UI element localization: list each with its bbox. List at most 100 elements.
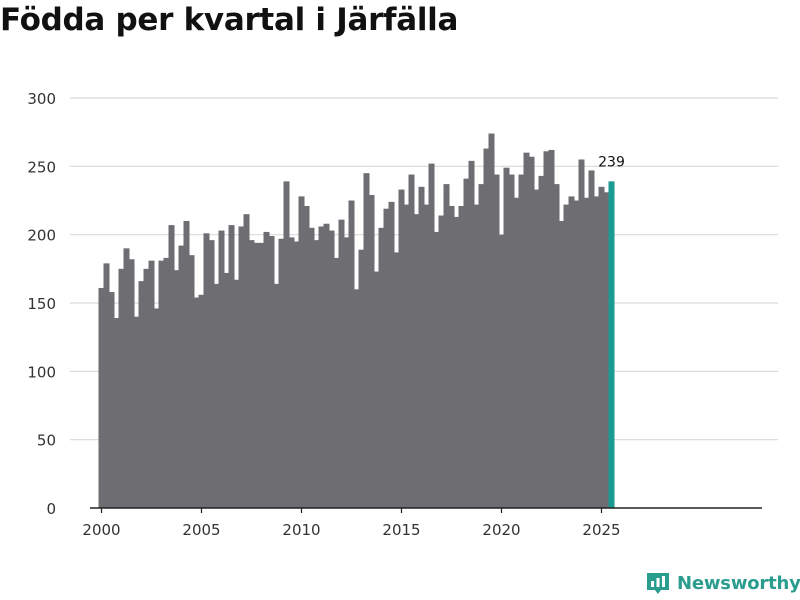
bar <box>558 221 565 508</box>
bar <box>178 245 185 508</box>
bar <box>423 204 430 508</box>
bar <box>163 257 170 508</box>
bar <box>108 292 115 508</box>
bar <box>278 238 285 508</box>
bar <box>528 156 535 508</box>
bar <box>513 197 520 508</box>
bar <box>473 204 480 508</box>
bar <box>288 237 295 508</box>
y-tick-label: 150 <box>27 295 56 313</box>
x-tick-label: 2000 <box>82 521 120 539</box>
bar <box>323 223 330 508</box>
bar <box>293 241 300 508</box>
bar <box>173 270 180 508</box>
bar <box>453 216 460 508</box>
bar <box>203 233 210 509</box>
bar <box>393 252 400 508</box>
bar <box>238 226 245 508</box>
bar <box>603 192 610 509</box>
bar <box>208 240 215 508</box>
y-tick-label: 250 <box>27 158 56 176</box>
bar <box>258 242 265 508</box>
bar <box>338 219 345 508</box>
bar <box>583 197 590 508</box>
x-tick-label: 2005 <box>182 521 220 539</box>
bar <box>253 242 260 508</box>
bar <box>353 289 360 508</box>
bar <box>333 257 340 508</box>
bar <box>113 318 120 508</box>
bar <box>298 196 305 508</box>
bar <box>273 283 280 508</box>
bar <box>598 186 605 509</box>
bar <box>418 186 425 509</box>
bar <box>243 214 250 508</box>
bar <box>343 237 350 508</box>
bar <box>538 175 545 508</box>
bar <box>143 268 150 508</box>
bar <box>98 287 105 508</box>
bar <box>308 227 315 509</box>
highlight-value-label: 239 <box>598 154 625 170</box>
y-tick-label: 0 <box>46 500 56 518</box>
bar <box>413 214 420 508</box>
bar <box>368 195 375 509</box>
bar <box>398 189 405 509</box>
bar <box>168 225 175 508</box>
bar <box>213 283 220 508</box>
bar <box>498 234 505 508</box>
bar <box>388 201 395 508</box>
y-axis-ticks: 0 50 100 150 200 250 300 <box>27 90 56 518</box>
bar <box>508 174 515 509</box>
bar <box>128 259 135 508</box>
bar <box>358 249 365 508</box>
bar <box>328 230 335 509</box>
y-tick-label: 200 <box>27 227 56 245</box>
bar <box>463 178 470 508</box>
y-tick-label: 50 <box>37 432 56 450</box>
x-tick-label: 2015 <box>382 521 420 539</box>
bar <box>263 231 270 508</box>
x-axis: 2000 2005 2010 2015 2020 2025 <box>82 507 762 539</box>
bars <box>98 133 615 509</box>
bar <box>458 205 465 508</box>
bar <box>133 316 140 508</box>
bar <box>518 174 525 509</box>
bar <box>158 260 165 508</box>
bar <box>588 170 595 508</box>
x-tick-label: 2020 <box>482 521 520 539</box>
bar <box>193 297 200 508</box>
bar <box>408 174 415 509</box>
bar <box>123 248 130 509</box>
bar <box>223 272 230 508</box>
bar <box>183 221 190 508</box>
bar <box>438 215 445 509</box>
bar <box>153 308 160 508</box>
x-tick-label: 2025 <box>582 521 620 539</box>
bar <box>543 151 550 509</box>
bar <box>248 240 255 508</box>
bar <box>198 294 205 508</box>
newsworthy-logo-icon <box>647 573 669 594</box>
bar <box>573 200 580 508</box>
bar <box>348 200 355 508</box>
bar <box>568 196 575 508</box>
bar <box>283 181 290 508</box>
y-tick-label: 100 <box>27 363 56 381</box>
bar <box>478 184 485 508</box>
bar <box>313 240 320 508</box>
bar <box>483 148 490 509</box>
x-tick-label: 2010 <box>282 521 320 539</box>
bar-highlight <box>608 181 615 508</box>
bar <box>373 271 380 508</box>
bar <box>578 159 585 508</box>
bar <box>268 236 275 509</box>
bar <box>433 231 440 508</box>
bar <box>188 255 195 508</box>
bar <box>228 225 235 508</box>
bar <box>563 204 570 508</box>
bar <box>363 173 370 508</box>
newsworthy-logo[interactable]: Newsworthy <box>645 570 800 596</box>
bar <box>383 208 390 508</box>
